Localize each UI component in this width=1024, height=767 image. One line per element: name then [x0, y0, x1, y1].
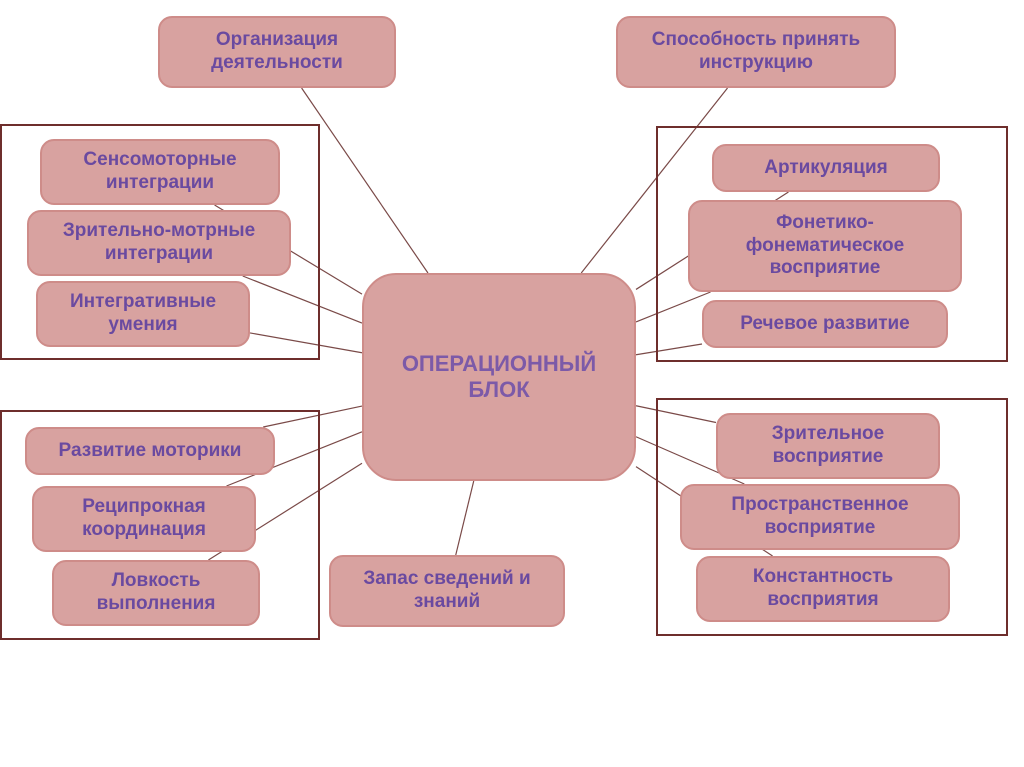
node-label: Артикуляция — [764, 157, 888, 180]
node-label: Зрительно-мотрные интеграции — [39, 220, 279, 266]
satellite-node: Способность принять инструкцию — [616, 16, 896, 88]
node-label: Речевое развитие — [740, 313, 910, 336]
node-label: Способность принять инструкцию — [628, 29, 884, 75]
satellite-node: Реципрокная координация — [32, 486, 256, 552]
node-label: Интегративные умения — [48, 291, 238, 337]
node-label: Зрительное восприятие — [728, 423, 928, 469]
diagram-canvas: { "diagram": { "type": "network", "backg… — [0, 0, 1024, 767]
satellite-node: Запас сведений и знаний — [329, 555, 565, 627]
satellite-node: Артикуляция — [712, 144, 940, 192]
satellite-node: Константность восприятия — [696, 556, 950, 622]
satellite-node: Зрительно-мотрные интеграции — [27, 210, 291, 276]
satellite-node: Развитие моторики — [25, 427, 275, 475]
satellite-node: Фонетико-фонематическое восприятие — [688, 200, 962, 292]
node-label: Организация деятельности — [170, 29, 384, 75]
center-node: ОПЕРАЦИОННЫЙ БЛОК — [362, 273, 636, 481]
node-label: Пространственное восприятие — [692, 494, 948, 540]
node-label: Ловкость выполнения — [64, 570, 248, 616]
satellite-node: Интегративные умения — [36, 281, 250, 347]
node-label: Фонетико-фонематическое восприятие — [700, 212, 950, 280]
node-label: Реципрокная координация — [44, 496, 244, 542]
node-label: Константность восприятия — [708, 566, 938, 612]
node-label: Запас сведений и знаний — [341, 568, 553, 614]
satellite-node: Сенсомоторные интеграции — [40, 139, 280, 205]
node-label: Сенсомоторные интеграции — [52, 149, 268, 195]
center-label: ОПЕРАЦИОННЫЙ БЛОК — [374, 351, 624, 404]
satellite-node: Речевое развитие — [702, 300, 948, 348]
satellite-node: Зрительное восприятие — [716, 413, 940, 479]
satellite-node: Пространственное восприятие — [680, 484, 960, 550]
satellite-node: Организация деятельности — [158, 16, 396, 88]
node-label: Развитие моторики — [59, 440, 242, 463]
satellite-node: Ловкость выполнения — [52, 560, 260, 626]
